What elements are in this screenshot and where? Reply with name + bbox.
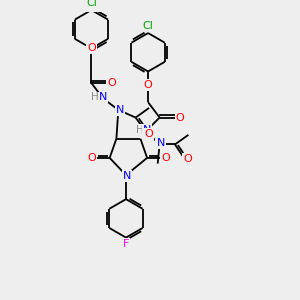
Text: O: O (145, 129, 153, 139)
Text: N: N (156, 139, 165, 148)
Text: O: O (161, 153, 170, 163)
Text: O: O (87, 44, 96, 53)
Text: O: O (87, 153, 96, 163)
Text: N: N (116, 105, 124, 115)
Text: N: N (99, 92, 107, 102)
Text: O: O (176, 112, 184, 123)
Text: Cl: Cl (142, 21, 154, 31)
Text: F: F (123, 239, 129, 249)
Text: N: N (123, 171, 131, 181)
Text: Cl: Cl (86, 0, 97, 8)
Text: O: O (183, 154, 192, 164)
Text: O: O (144, 80, 152, 90)
Text: O: O (107, 78, 116, 88)
Text: N: N (143, 125, 151, 135)
Text: H: H (136, 125, 143, 135)
Text: H: H (92, 92, 99, 102)
